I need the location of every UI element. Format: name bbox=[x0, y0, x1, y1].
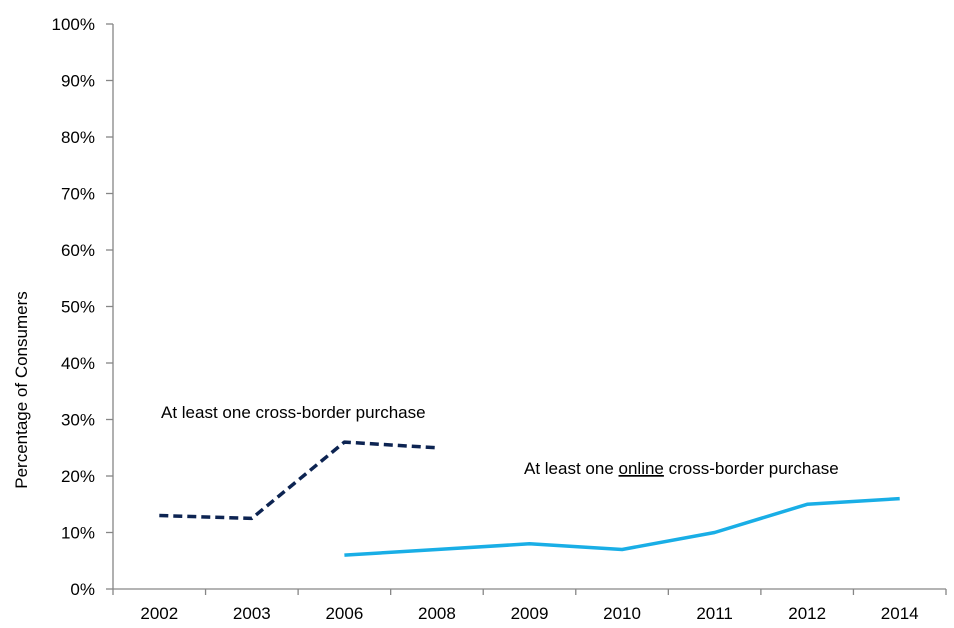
y-tick-label: 0% bbox=[70, 580, 95, 599]
y-tick-label: 70% bbox=[61, 185, 95, 204]
series-2-label-emphasis: online bbox=[619, 459, 664, 478]
y-tick-label: 100% bbox=[52, 15, 95, 34]
series-2-label: At least one online cross-border purchas… bbox=[524, 459, 839, 478]
x-tick-label: 2008 bbox=[418, 604, 456, 623]
y-axis-title: Percentage of Consumers bbox=[12, 291, 31, 489]
y-tick-label: 60% bbox=[61, 241, 95, 260]
x-tick-label: 2009 bbox=[511, 604, 549, 623]
y-axis-ticks: 0% 10% 20% 30% 40% 50% 60% 70% 80% 90% 100% bbox=[52, 15, 113, 599]
series-1-label: At least one cross-border purchase bbox=[161, 403, 426, 422]
y-tick-label: 30% bbox=[61, 411, 95, 430]
x-tick-label: 2003 bbox=[233, 604, 271, 623]
series-layer bbox=[159, 440, 900, 557]
series-line-1 bbox=[159, 440, 438, 521]
x-tick-label: 2010 bbox=[603, 604, 641, 623]
series-2-label-prefix: At least one bbox=[524, 459, 619, 478]
y-tick-label: 40% bbox=[61, 354, 95, 373]
y-tick-label: 10% bbox=[61, 524, 95, 543]
series-line-2 bbox=[344, 496, 900, 557]
x-tick-label: 2012 bbox=[788, 604, 826, 623]
y-tick-label: 80% bbox=[61, 128, 95, 147]
x-tick-label: 2002 bbox=[140, 604, 178, 623]
y-tick-label: 90% bbox=[61, 72, 95, 91]
x-tick-label: 2011 bbox=[696, 604, 733, 623]
x-tick-label: 2014 bbox=[881, 604, 919, 623]
x-tick-label: 2006 bbox=[325, 604, 363, 623]
y-tick-label: 50% bbox=[61, 298, 95, 317]
series-2-label-suffix: cross-border purchase bbox=[664, 459, 839, 478]
x-axis-ticks: 2002 2003 2006 2008 2009 2010 2011 2012 2014 bbox=[112, 589, 947, 623]
y-tick-label: 20% bbox=[61, 467, 95, 486]
